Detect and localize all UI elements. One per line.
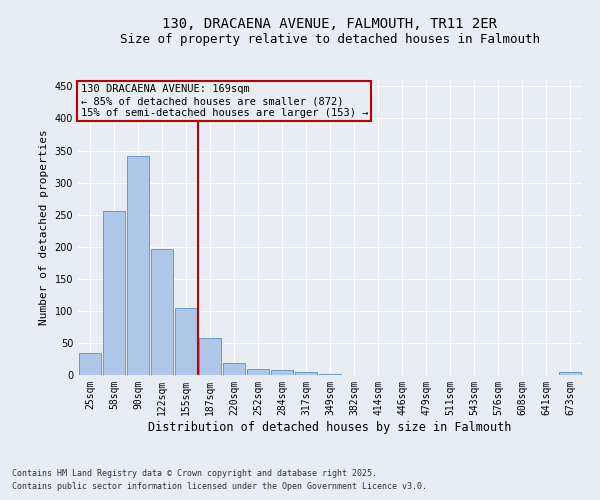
- Text: Size of property relative to detached houses in Falmouth: Size of property relative to detached ho…: [120, 32, 540, 46]
- Text: Contains public sector information licensed under the Open Government Licence v3: Contains public sector information licen…: [12, 482, 427, 491]
- Bar: [103, 211, 125, 375]
- Bar: [79, 352, 101, 375]
- Title: 130, DRACAENA AVENUE, FALMOUTH, TR11 2ER
Size of property relative to detached h: 130, DRACAENA AVENUE, FALMOUTH, TR11 2ER…: [0, 499, 1, 500]
- Bar: [151, 248, 173, 375]
- Bar: [319, 374, 341, 375]
- Bar: [559, 372, 581, 375]
- Bar: [175, 308, 197, 375]
- Bar: [127, 156, 149, 375]
- Text: 130 DRACAENA AVENUE: 169sqm
← 85% of detached houses are smaller (872)
15% of se: 130 DRACAENA AVENUE: 169sqm ← 85% of det…: [80, 84, 368, 117]
- Y-axis label: Number of detached properties: Number of detached properties: [39, 130, 49, 326]
- Bar: [199, 338, 221, 375]
- X-axis label: Distribution of detached houses by size in Falmouth: Distribution of detached houses by size …: [148, 420, 512, 434]
- Text: Contains HM Land Registry data © Crown copyright and database right 2025.: Contains HM Land Registry data © Crown c…: [12, 468, 377, 477]
- Bar: [223, 364, 245, 375]
- Bar: [247, 368, 269, 375]
- Text: 130, DRACAENA AVENUE, FALMOUTH, TR11 2ER: 130, DRACAENA AVENUE, FALMOUTH, TR11 2ER: [163, 18, 497, 32]
- Bar: [295, 372, 317, 375]
- Bar: [271, 370, 293, 375]
